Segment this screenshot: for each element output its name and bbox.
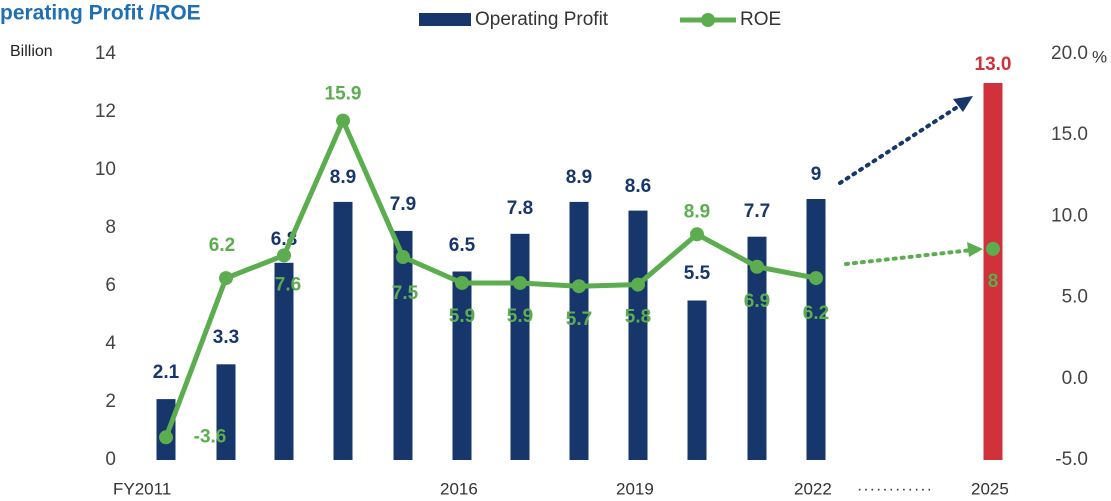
- bar: [687, 300, 707, 460]
- bar-value-label: 8.9: [330, 167, 356, 188]
- y-tick-label: 8: [105, 217, 116, 238]
- x-tick-label: 2016: [440, 479, 478, 498]
- y2-tick-label: 10.0: [1051, 205, 1088, 226]
- y2-tick-label: 0.0: [1062, 368, 1088, 389]
- roe-value-label: 5.7: [566, 309, 592, 330]
- bar-value-label: 8.9: [566, 167, 592, 188]
- roe-value-label: 8: [988, 271, 999, 292]
- roe-value-label: 6.2: [209, 235, 235, 256]
- y-axis-label: Billion: [10, 43, 53, 60]
- arrow-head: [967, 242, 983, 257]
- y2-tick-label: 15.0: [1051, 124, 1088, 145]
- roe-value-label: 5.9: [507, 306, 533, 327]
- legend-swatch: [419, 13, 471, 26]
- roe-value-label: 5.9: [449, 306, 475, 327]
- y-tick-label: 10: [95, 159, 116, 180]
- roe-line: [163, 118, 817, 439]
- bar: [274, 262, 294, 460]
- roe-value-label: 7.6: [275, 274, 301, 295]
- roe-point: [572, 279, 586, 294]
- bar-value-label: 6.5: [449, 235, 476, 256]
- y-tick-label: 4: [105, 333, 116, 354]
- roe-point: [396, 250, 410, 264]
- bar: [216, 364, 236, 460]
- roe-point: [809, 271, 823, 286]
- x-tick-label: 2022: [794, 479, 832, 498]
- bar: [333, 201, 353, 460]
- roe-value-label: 6.2: [803, 303, 829, 324]
- x-tick-label: 2019: [616, 479, 654, 498]
- roe-value-label: 15.9: [325, 84, 362, 105]
- roe-value-label: 6.9: [744, 291, 770, 312]
- bar-value-label: 7.7: [744, 201, 770, 222]
- roe-point: [159, 430, 173, 445]
- x-tick-label: 2025: [971, 479, 1009, 498]
- roe-point: [631, 277, 645, 292]
- legend-swatch: [701, 13, 715, 27]
- y2-tick-label: 20.0: [1051, 43, 1088, 64]
- arrow-head: [953, 96, 973, 112]
- forecast-arrow: [844, 248, 974, 266]
- roe-value-label: 7.5: [392, 283, 419, 304]
- roe-point: [513, 275, 527, 290]
- axis-ellipsis: ············: [857, 481, 933, 498]
- legend-label: ROE: [740, 9, 781, 30]
- y-tick-label: 2: [105, 391, 116, 412]
- roe-point: [336, 113, 350, 128]
- chart-title: perating Profit /ROE: [0, 2, 201, 25]
- roe-point: [219, 271, 233, 286]
- roe-value-label: 5.8: [625, 307, 651, 328]
- bar: [806, 199, 826, 460]
- bar: [983, 83, 1003, 460]
- bar-value-label: 7.9: [390, 194, 416, 215]
- bar-value-label: 9: [811, 164, 822, 185]
- roe-point: [455, 275, 469, 290]
- y-tick-label: 12: [95, 101, 116, 122]
- bar: [747, 236, 767, 460]
- y2-axis-label: %: [1092, 47, 1107, 66]
- legend-label: Operating Profit: [475, 9, 609, 30]
- roe-value-label: -3.6: [194, 426, 227, 447]
- bar: [156, 399, 176, 460]
- y2-tick-label: -5.0: [1055, 449, 1088, 470]
- bar: [569, 201, 589, 460]
- roe-value-label: 8.9: [684, 201, 710, 222]
- bar-value-label: 2.1: [153, 362, 180, 383]
- bar: [393, 230, 413, 460]
- roe-point: [750, 259, 764, 274]
- y-tick-label: 14: [95, 43, 117, 64]
- bar: [628, 210, 648, 460]
- bar: [452, 271, 472, 460]
- roe-point: [690, 227, 704, 242]
- y-tick-label: 6: [105, 275, 116, 296]
- forecast-arrow: [838, 102, 964, 185]
- bar-value-label: 3.3: [213, 327, 239, 348]
- bar: [510, 233, 530, 460]
- roe-point: [986, 241, 1000, 256]
- y-tick-label: 0: [105, 449, 116, 470]
- bar-value-label: 7.8: [507, 198, 533, 219]
- bar-value-label: 8.6: [625, 176, 651, 197]
- bar-value-label: 13.0: [975, 54, 1012, 75]
- roe-point: [277, 248, 291, 263]
- bar-value-label: 5.5: [684, 263, 711, 284]
- x-tick-label: FY2011: [113, 479, 171, 498]
- y2-tick-label: 5.0: [1062, 287, 1088, 308]
